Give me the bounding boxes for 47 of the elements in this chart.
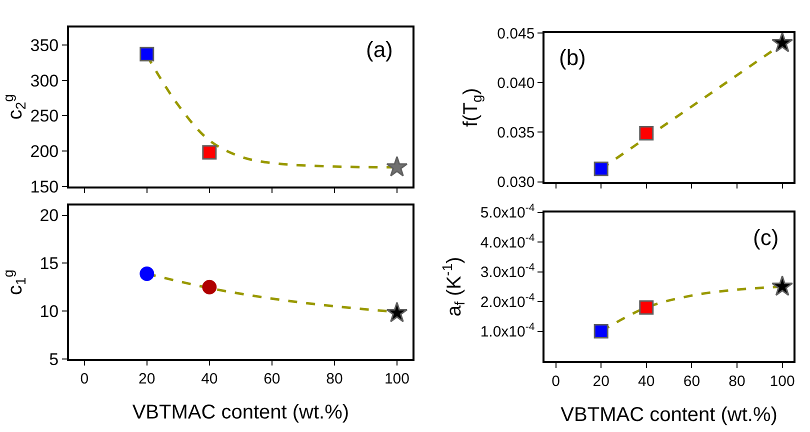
y-tick-label: 0.035 xyxy=(497,124,535,142)
point xyxy=(594,324,608,339)
x-tick-label: 40 xyxy=(638,372,655,390)
y-tick-label: 0.045 xyxy=(497,25,535,42)
x-tick-label: 0 xyxy=(552,372,560,390)
point xyxy=(594,162,608,176)
x-axis-title: VBTMAC content (wt.%) xyxy=(560,404,778,426)
point xyxy=(772,32,794,52)
x-tick-label: 80 xyxy=(728,372,746,390)
y-tick-label: 350 xyxy=(30,36,59,55)
y-tick-label: 250 xyxy=(30,106,59,126)
y-tick-label: 15 xyxy=(40,254,59,274)
x-tick-label: 100 xyxy=(770,372,795,390)
point xyxy=(140,46,154,62)
x-tick-label: 60 xyxy=(264,370,280,388)
x-tick-label: 60 xyxy=(683,372,700,390)
y-tick-label: 3.0x10$^{-4}$ xyxy=(480,262,535,282)
annotation: (b) xyxy=(559,45,586,70)
x-tick-label: 80 xyxy=(326,370,343,388)
y-tick-label: 20 xyxy=(40,206,59,226)
point xyxy=(202,145,217,160)
y-tick-label: 5.0x10$^{-4}$ xyxy=(480,202,535,222)
point xyxy=(140,266,154,281)
point xyxy=(772,275,794,296)
y-tick-label: 300 xyxy=(30,71,59,90)
point xyxy=(386,302,408,322)
y-tick-label: 2.0x10$^{-4}$ xyxy=(480,291,535,311)
x-axis-title: VBTMAC content (wt.%) xyxy=(132,402,350,424)
y-tick-label: 150 xyxy=(30,177,59,196)
y-tick-label: 200 xyxy=(30,142,59,161)
x-tick-label: 40 xyxy=(201,370,218,388)
point xyxy=(386,156,408,176)
y-tick-label: 4.0x10$^{-4}$ xyxy=(480,232,535,252)
y-tick-label: 10 xyxy=(40,302,59,322)
x-tick-label: 0 xyxy=(80,370,89,388)
y-tick-label: 5 xyxy=(49,350,59,369)
point xyxy=(639,126,654,140)
annotation: (a) xyxy=(366,37,393,62)
y-tick-label: 1.0x10$^{-4}$ xyxy=(480,321,535,341)
y-tick-label: 0.030 xyxy=(497,174,535,192)
point xyxy=(639,300,654,315)
x-tick-label: 20 xyxy=(138,370,156,388)
point xyxy=(202,280,217,294)
x-tick-label: 20 xyxy=(592,372,610,390)
annotation: (c) xyxy=(753,225,779,250)
y-tick-label: 0.040 xyxy=(497,74,535,92)
x-tick-label: 100 xyxy=(384,370,410,388)
